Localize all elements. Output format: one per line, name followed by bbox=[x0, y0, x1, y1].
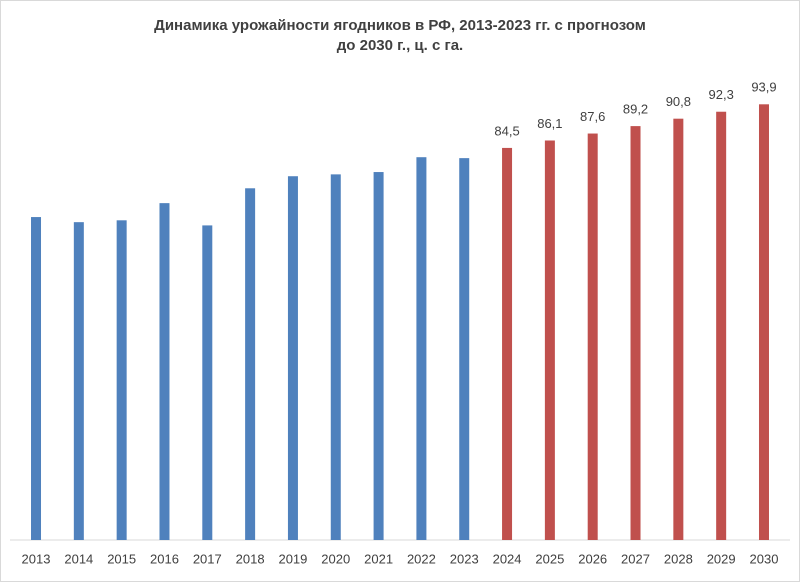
bar bbox=[245, 188, 256, 540]
bar bbox=[31, 217, 42, 540]
x-tick-label: 2021 bbox=[364, 551, 393, 566]
bar bbox=[287, 176, 298, 540]
x-tick-label: 2020 bbox=[321, 551, 350, 566]
x-tick-label: 2022 bbox=[407, 551, 436, 566]
x-tick-label: 2030 bbox=[750, 551, 779, 566]
value-label: 92,3 bbox=[709, 87, 734, 102]
x-tick-label: 2027 bbox=[621, 551, 650, 566]
bar bbox=[502, 147, 513, 541]
bar bbox=[202, 225, 213, 540]
bar bbox=[73, 222, 84, 540]
x-tick-label: 2023 bbox=[450, 551, 479, 566]
bar bbox=[544, 140, 555, 540]
x-tick-label: 2019 bbox=[278, 551, 307, 566]
chart-subtitle: до 2030 г., ц. с га. bbox=[337, 37, 463, 54]
x-tick-label: 2013 bbox=[22, 551, 51, 566]
x-tick-label: 2014 bbox=[64, 551, 93, 566]
bar bbox=[116, 220, 127, 540]
value-label: 87,6 bbox=[580, 109, 605, 124]
x-tick-label: 2015 bbox=[107, 551, 136, 566]
value-label: 89,2 bbox=[623, 102, 648, 117]
value-label: 90,8 bbox=[666, 94, 691, 109]
bar bbox=[373, 172, 384, 540]
value-label: 84,5 bbox=[494, 123, 519, 138]
x-tick-label: 2018 bbox=[236, 551, 265, 566]
value-label: 93,9 bbox=[751, 80, 776, 95]
x-tick-label: 2017 bbox=[193, 551, 222, 566]
x-tick-label: 2025 bbox=[535, 551, 564, 566]
chart-title: Динамика урожайности ягодников в РФ, 201… bbox=[154, 17, 646, 34]
bar bbox=[459, 158, 470, 541]
value-label: 86,1 bbox=[537, 116, 562, 131]
x-tick-label: 2016 bbox=[150, 551, 179, 566]
bar bbox=[673, 118, 684, 541]
bar bbox=[416, 157, 427, 540]
bar bbox=[716, 111, 727, 540]
x-tick-label: 2029 bbox=[707, 551, 736, 566]
bar bbox=[587, 133, 598, 540]
x-tick-label: 2028 bbox=[664, 551, 693, 566]
bar bbox=[630, 126, 641, 540]
x-tick-label: 2024 bbox=[493, 551, 522, 566]
bar bbox=[159, 203, 170, 541]
bar bbox=[758, 104, 769, 540]
bar bbox=[330, 174, 341, 541]
x-tick-label: 2026 bbox=[578, 551, 607, 566]
